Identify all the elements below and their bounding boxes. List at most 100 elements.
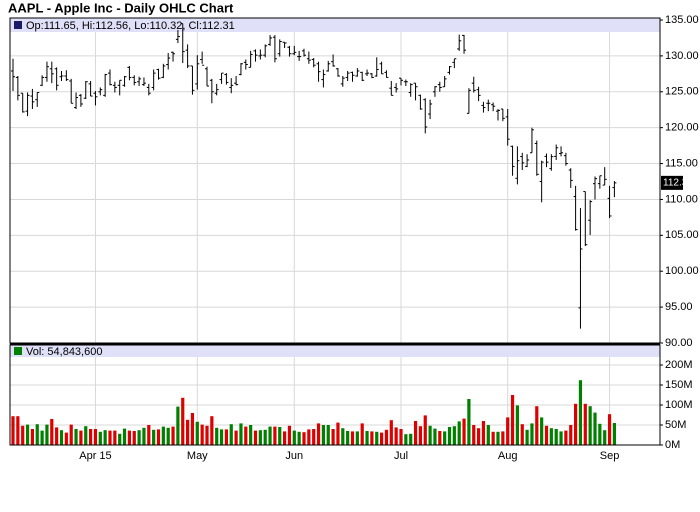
volume-bar bbox=[428, 425, 432, 445]
volume-bar bbox=[190, 413, 195, 445]
volume-bar bbox=[50, 419, 54, 445]
volume-bar bbox=[93, 429, 98, 445]
volume-bar bbox=[147, 425, 151, 445]
volume-bar bbox=[11, 416, 15, 445]
volume-bar bbox=[380, 432, 384, 445]
volume-bar bbox=[389, 420, 393, 445]
volume-bar bbox=[297, 431, 301, 445]
volume-bar bbox=[549, 428, 553, 445]
y-tick-label: 115.00 bbox=[665, 157, 698, 169]
volume-bar bbox=[268, 426, 272, 445]
volume-bar bbox=[491, 431, 495, 445]
y-tick-label: 50M bbox=[665, 419, 686, 431]
volume-bar bbox=[326, 425, 330, 445]
volume-bar bbox=[278, 427, 282, 445]
volume-bar bbox=[574, 403, 578, 445]
volume-bar bbox=[137, 430, 141, 445]
y-tick-label: 100.00 bbox=[665, 265, 699, 277]
volume-bar bbox=[21, 425, 25, 445]
volume-bar bbox=[423, 415, 427, 445]
volume-bar bbox=[404, 434, 408, 445]
volume-bar bbox=[375, 431, 379, 445]
volume-bar bbox=[336, 422, 340, 445]
volume-bar bbox=[307, 429, 311, 445]
plot bbox=[10, 23, 660, 445]
volume-bar bbox=[603, 430, 607, 445]
volume-bar bbox=[612, 423, 616, 445]
x-tick-label: Jul bbox=[394, 450, 408, 462]
volume-bar bbox=[103, 430, 107, 445]
volume-bar bbox=[394, 427, 398, 445]
volume-bar bbox=[515, 405, 519, 445]
volume-bar bbox=[224, 429, 228, 445]
volume-bar bbox=[161, 426, 165, 445]
volume-bar bbox=[69, 424, 73, 445]
volume-bar bbox=[477, 428, 481, 445]
volume-bar bbox=[181, 397, 185, 445]
x-tick-label: Apr 15 bbox=[79, 450, 111, 462]
volume-bar bbox=[79, 430, 83, 445]
volume-bar bbox=[578, 380, 583, 445]
volume-bar bbox=[30, 429, 34, 445]
x-tick-label: Jun bbox=[285, 450, 303, 462]
volume-bar bbox=[108, 430, 112, 445]
volume-bar bbox=[249, 425, 253, 445]
volume-bar bbox=[118, 433, 122, 445]
volume-bar bbox=[171, 426, 175, 445]
volume-bar bbox=[263, 429, 267, 445]
volume-bar bbox=[535, 406, 539, 445]
y-tick-label: 95.00 bbox=[665, 301, 693, 313]
volume-bar bbox=[384, 429, 389, 445]
volume-bar bbox=[283, 431, 287, 445]
volume-bar bbox=[346, 431, 350, 445]
price-legend: Op:111.65, Hi:112.56, Lo:110.32, Cl:112.… bbox=[26, 20, 235, 32]
price-legend-strip bbox=[10, 18, 660, 32]
volume-bar bbox=[588, 406, 592, 445]
volume-bar bbox=[45, 424, 49, 445]
volume-bar bbox=[607, 414, 612, 445]
volume-bar bbox=[413, 421, 418, 445]
volume-bar bbox=[312, 429, 316, 445]
volume-bar bbox=[113, 430, 117, 445]
volume-bar bbox=[244, 426, 248, 445]
volume-bar bbox=[457, 421, 461, 445]
y-tick-label: 135.00 bbox=[665, 14, 699, 26]
volume-bar bbox=[593, 412, 597, 445]
volume-bar bbox=[341, 428, 345, 445]
x-tick-label: Sep bbox=[600, 450, 620, 462]
volume-bar bbox=[418, 426, 422, 445]
y-tick-label: 100M bbox=[665, 399, 693, 411]
volume-bar bbox=[472, 425, 476, 445]
volume-bar bbox=[186, 419, 190, 445]
y-tick-label: 90.00 bbox=[665, 337, 693, 349]
x-tick-label: Aug bbox=[498, 450, 518, 462]
volume-bar bbox=[16, 416, 20, 445]
volume-bar bbox=[554, 429, 558, 445]
volume-bar bbox=[462, 418, 466, 445]
volume-bar bbox=[520, 424, 524, 445]
last-price-label: 112.31 bbox=[663, 178, 693, 189]
volume-bar bbox=[156, 429, 161, 445]
volume-bar bbox=[447, 427, 452, 445]
volume-bar bbox=[127, 430, 131, 445]
y-tick-label: 105.00 bbox=[665, 229, 699, 241]
volume-bar bbox=[559, 431, 563, 445]
volume-bar bbox=[59, 430, 64, 445]
volume-bar bbox=[365, 431, 369, 445]
last-price-box bbox=[661, 175, 683, 190]
volume-bar bbox=[467, 399, 471, 445]
volume-bar bbox=[355, 431, 359, 445]
volume-bar bbox=[273, 426, 277, 445]
volume-bar bbox=[399, 429, 403, 445]
volume-bar bbox=[84, 426, 88, 445]
volume-bar bbox=[74, 429, 78, 445]
volume-bar bbox=[501, 431, 505, 445]
volume-bar bbox=[35, 424, 39, 445]
volume-bar bbox=[234, 430, 238, 445]
volume-bar bbox=[195, 421, 199, 445]
volume-bar bbox=[253, 430, 258, 445]
volume-bar bbox=[583, 403, 587, 445]
volume-bar bbox=[443, 431, 447, 445]
volume-bar bbox=[496, 431, 500, 445]
